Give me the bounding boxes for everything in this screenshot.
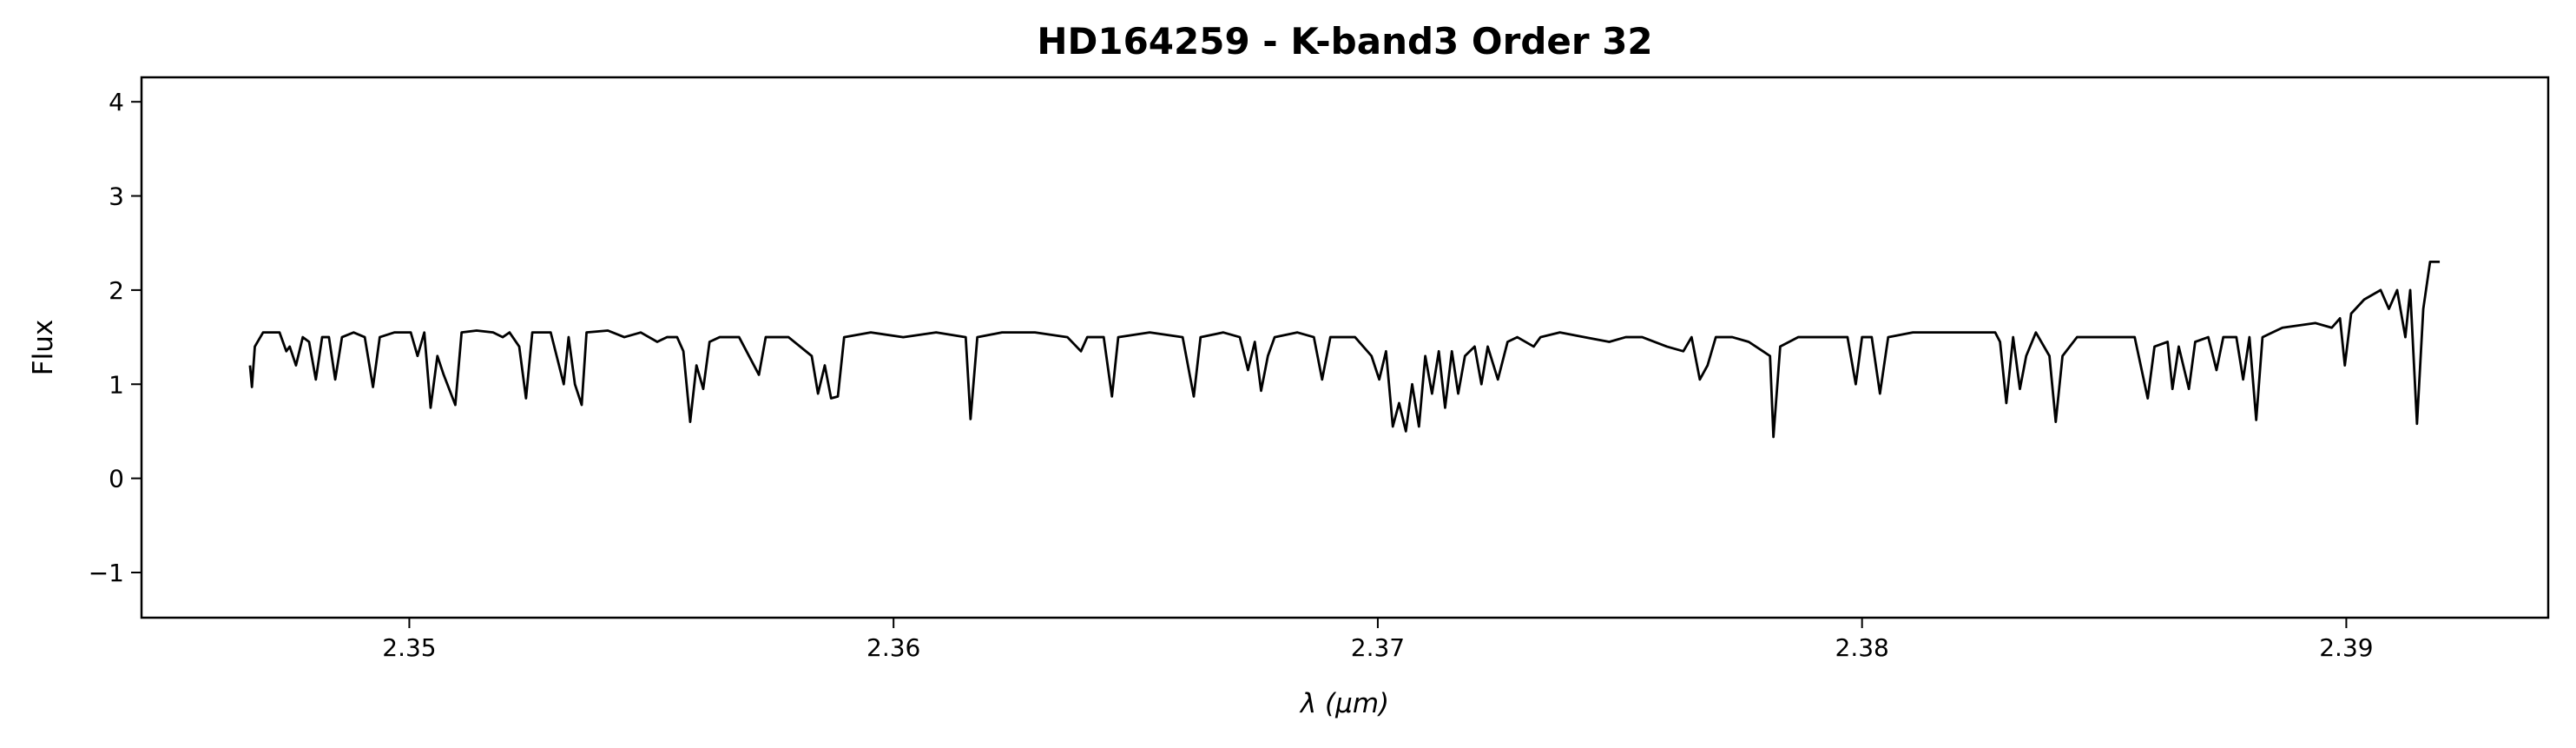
y-tick-label: 0 <box>109 465 124 493</box>
y-axis-label: Flux <box>28 320 59 375</box>
x-tick-label: 2.36 <box>866 633 920 662</box>
y-tick-label: 1 <box>109 370 124 399</box>
chart-title: HD164259 - K-band3 Order 32 <box>1037 20 1652 63</box>
x-tick-label: 2.37 <box>1351 633 1405 662</box>
y-tick-label: −1 <box>89 559 124 587</box>
x-tick-label: 2.35 <box>382 633 436 662</box>
x-axis-label: λ (μm) <box>1299 688 1389 719</box>
x-tick-label: 2.38 <box>1835 633 1889 662</box>
spectrum-line <box>248 260 2441 439</box>
x-tick-label: 2.39 <box>2319 633 2373 662</box>
y-tick-label: 2 <box>109 276 124 305</box>
y-tick-label: 3 <box>109 182 124 211</box>
plot-frame <box>140 76 2550 619</box>
y-tick-label: 4 <box>109 88 124 116</box>
